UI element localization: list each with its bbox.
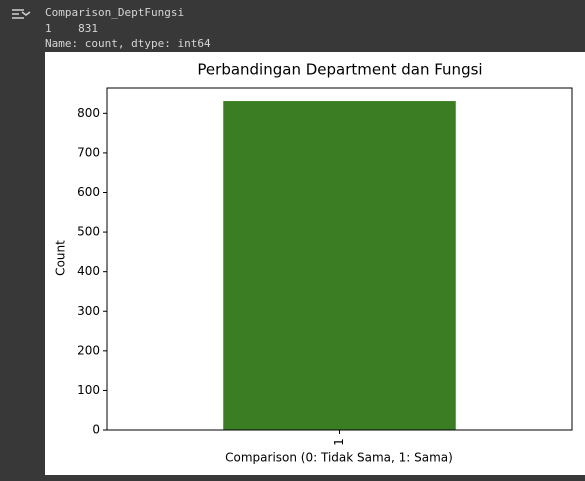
y-tick-label: 500 bbox=[77, 225, 100, 239]
x-tick-label: 1 bbox=[332, 438, 346, 446]
y-tick-label: 700 bbox=[77, 145, 100, 159]
bar bbox=[223, 101, 456, 430]
y-tick-label: 200 bbox=[77, 343, 100, 357]
x-axis-label: Comparison (0: Tidak Sama, 1: Sama) bbox=[225, 451, 453, 465]
y-tick-label: 600 bbox=[77, 185, 100, 199]
output-line: Name: count, dtype: int64 bbox=[45, 37, 211, 50]
y-tick-label: 0 bbox=[92, 423, 100, 437]
y-tick-label: 400 bbox=[77, 264, 100, 278]
output-icon[interactable] bbox=[10, 6, 32, 22]
y-axis-label: Count bbox=[54, 240, 68, 276]
y-tick-label: 300 bbox=[77, 304, 100, 318]
output-line: 1 831 bbox=[45, 21, 98, 35]
y-tick-label: 100 bbox=[77, 383, 100, 397]
chart-title: Perbandingan Department dan Fungsi bbox=[197, 61, 482, 79]
chart: Perbandingan Department dan Fungsi Compa… bbox=[45, 52, 585, 475]
cell-output: Comparison_DeptFungsi 1 831 Name: count, d… bbox=[45, 5, 211, 52]
output-line: Comparison_DeptFungsi bbox=[45, 6, 185, 19]
axes-frame bbox=[106, 87, 573, 431]
y-tick-label: 800 bbox=[77, 106, 100, 120]
